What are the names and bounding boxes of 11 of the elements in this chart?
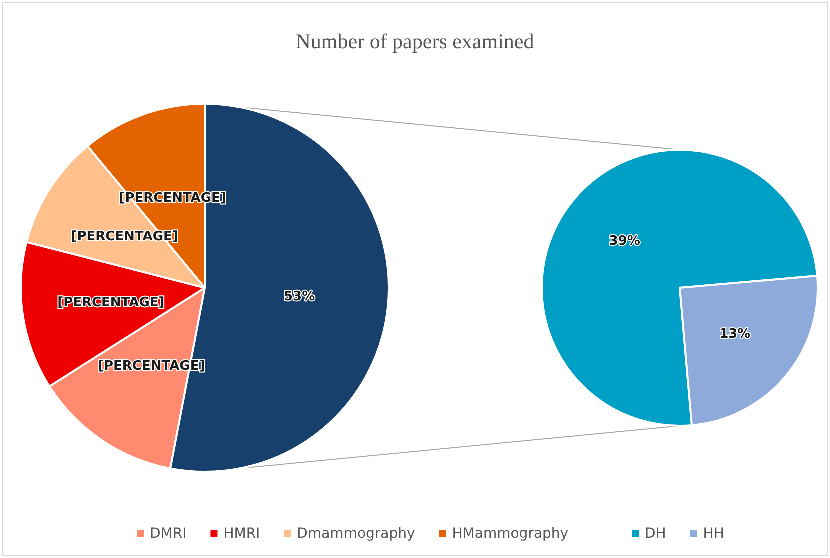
legend-label: HH: [703, 526, 724, 542]
chart-title: Number of papers examined: [296, 30, 535, 54]
legend-label: DMRI: [150, 526, 187, 542]
legend-label: HMRI: [224, 526, 260, 542]
legend-label: HMammography: [452, 526, 569, 542]
legend-label: Dmammography: [297, 526, 416, 542]
legend-label: DH: [645, 526, 666, 542]
data-label: 53%: [284, 289, 316, 304]
data-label: 13%: [720, 326, 751, 342]
data-label: [PERCENTAGE]: [58, 295, 165, 310]
data-label: 39%: [609, 234, 640, 250]
